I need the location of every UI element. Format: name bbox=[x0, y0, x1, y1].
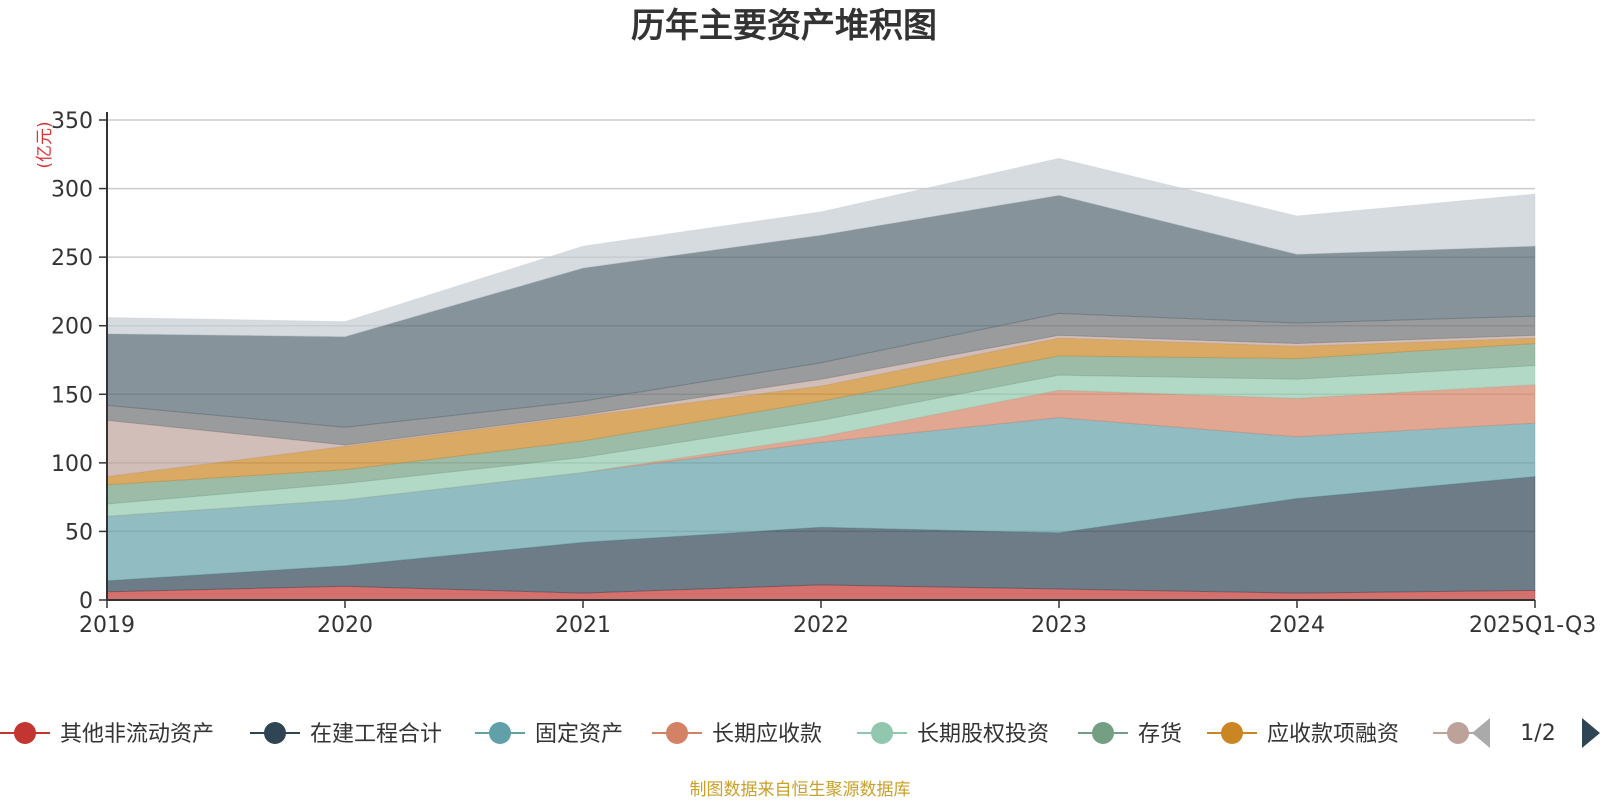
legend-pager: 1/2 bbox=[1472, 718, 1600, 748]
legend-item[interactable]: 其他非流动资产 bbox=[0, 722, 214, 747]
legend-item[interactable]: 应收款项融资 bbox=[1207, 722, 1399, 747]
legend-item[interactable]: 固定资产 bbox=[475, 722, 623, 747]
legend-page-label: 1/2 bbox=[1520, 721, 1555, 746]
x-tick-label: 2025Q1-Q3 bbox=[1469, 613, 1596, 638]
y-tick-label: 300 bbox=[51, 178, 93, 203]
legend-label: 固定资产 bbox=[535, 722, 623, 747]
y-tick-label: 350 bbox=[51, 109, 93, 134]
chart-title: 历年主要资产堆积图 bbox=[631, 6, 937, 46]
legend-label: 长期应收款 bbox=[712, 722, 822, 747]
y-tick-label: 150 bbox=[51, 383, 93, 408]
x-tick-label: 2019 bbox=[79, 613, 135, 638]
legend-label: 存货 bbox=[1138, 722, 1182, 747]
y-tick-label: 200 bbox=[51, 315, 93, 340]
legend-marker-dot bbox=[1221, 722, 1243, 744]
y-tick-label: 0 bbox=[79, 589, 93, 614]
legend-marker-dot bbox=[1092, 722, 1114, 744]
x-tick-label: 2022 bbox=[793, 613, 849, 638]
legend-item[interactable]: 长期应收款 bbox=[652, 722, 822, 747]
y-tick-label: 250 bbox=[51, 246, 93, 271]
legend-next-icon[interactable] bbox=[1582, 718, 1600, 748]
y-tick-label: 100 bbox=[51, 452, 93, 477]
legend-marker-dot bbox=[871, 722, 893, 744]
legend-marker-dot bbox=[264, 722, 286, 744]
legend-item[interactable]: 长期股权投资 bbox=[857, 722, 1049, 747]
y-tick-label: 50 bbox=[65, 520, 93, 545]
legend-label: 应收款项融资 bbox=[1267, 722, 1399, 747]
legend-prev-icon[interactable] bbox=[1472, 718, 1490, 748]
x-tick-label: 2024 bbox=[1269, 613, 1325, 638]
area-layer: 其他非流动资产在建工程合计固定资产长期应收款长期股权投资存货应收款项融资其他应收… bbox=[106, 157, 1536, 601]
area-series-11[interactable]: 其他流动资产 bbox=[106, 157, 1536, 338]
legend-marker-dot bbox=[666, 722, 688, 744]
x-tick-label: 2021 bbox=[555, 613, 611, 638]
legend-item[interactable]: 存货 bbox=[1078, 722, 1182, 747]
legend-marker-dot bbox=[1447, 722, 1469, 744]
legend-label: 在建工程合计 bbox=[310, 722, 442, 747]
legend-marker-dot bbox=[489, 722, 511, 744]
y-axis-unit: (亿元) bbox=[35, 121, 55, 168]
legend-label: 其他非流动资产 bbox=[60, 722, 214, 747]
legend-label: 长期股权投资 bbox=[917, 722, 1049, 747]
x-tick-label: 2023 bbox=[1031, 613, 1087, 638]
source-note: 制图数据来自恒生聚源数据库 bbox=[690, 780, 911, 800]
legend-item[interactable]: 在建工程合计 bbox=[250, 722, 442, 747]
legend: 其他非流动资产 在建工程合计 固定资产 长期应收款 长期股权投资 存货 应收款项融资 bbox=[0, 722, 1483, 747]
axis-layer: 0 50 100 150 200 250 300 350 2019 2020 2021 2022 202… bbox=[51, 109, 1596, 638]
x-tick-label: 2020 bbox=[317, 613, 373, 638]
legend-marker-dot bbox=[14, 722, 36, 744]
